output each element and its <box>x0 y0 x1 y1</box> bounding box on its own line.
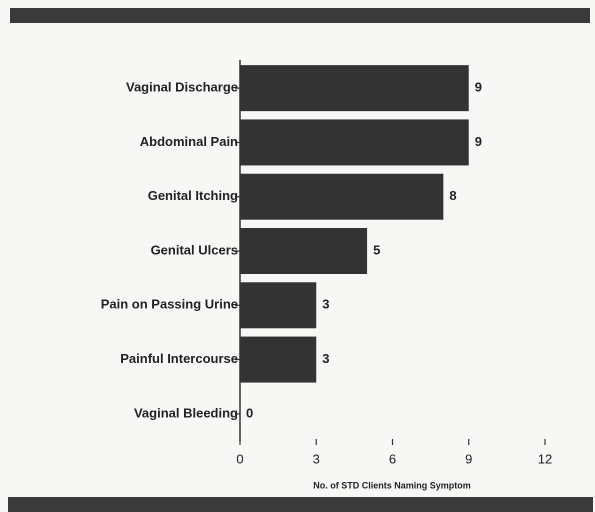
x-tick-label: 9 <box>465 451 472 466</box>
y-tick-label: Vaginal Discharge <box>126 80 238 95</box>
top-band <box>10 8 590 23</box>
value-label: 0 <box>246 405 253 420</box>
bottom-band <box>8 497 593 512</box>
y-tick-label: Pain on Passing Urine <box>101 297 238 312</box>
bar <box>240 228 368 274</box>
value-label: 3 <box>322 351 329 366</box>
y-tick-label: Vaginal Bleeding <box>134 405 238 420</box>
bar <box>240 119 469 166</box>
x-tick-label: 12 <box>538 451 552 466</box>
bar <box>240 282 317 329</box>
bar <box>240 173 444 220</box>
value-label: 5 <box>373 242 380 257</box>
y-tick-label: Genital Ulcers <box>151 242 238 257</box>
y-tick-label: Genital Itching <box>148 188 238 203</box>
x-tick-label: 6 <box>389 451 396 466</box>
bar <box>240 65 469 112</box>
x-tick-label: 0 <box>236 451 243 466</box>
value-label: 8 <box>449 188 456 203</box>
x-tick-label: 3 <box>313 451 320 466</box>
value-label: 9 <box>475 134 482 149</box>
y-tick-label: Painful Intercourse <box>120 351 238 366</box>
x-axis-title: No. of STD Clients Naming Symptom <box>313 480 471 490</box>
y-tick-label: Abdominal Pain <box>140 134 238 149</box>
value-label: 9 <box>475 80 482 95</box>
value-label: 3 <box>322 297 329 312</box>
bar <box>240 336 317 383</box>
